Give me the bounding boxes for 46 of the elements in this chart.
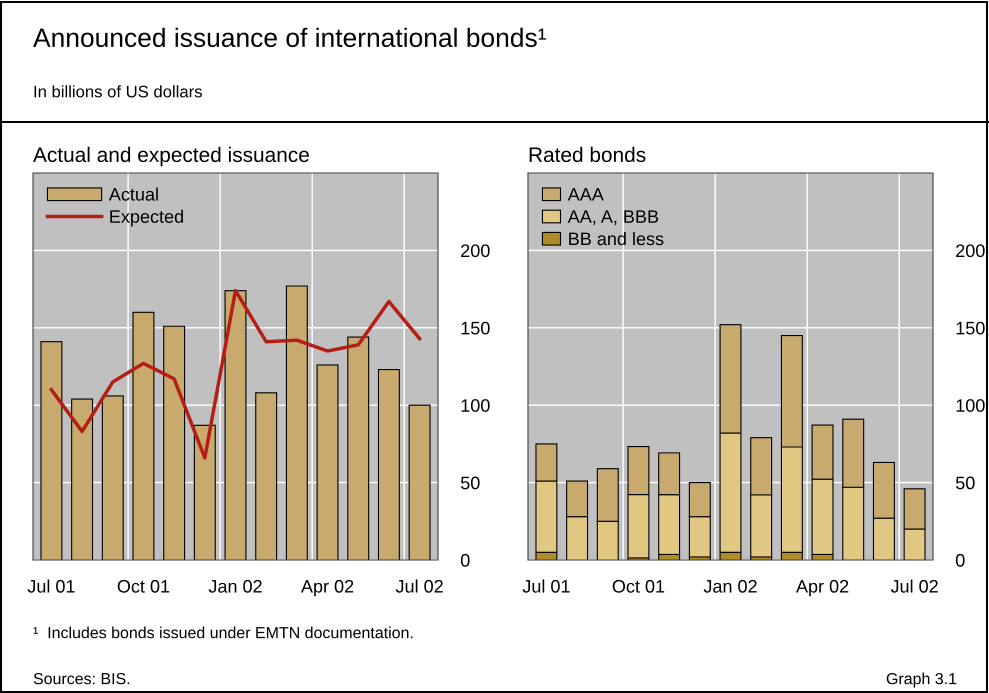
x-tick-label: Jul 02: [396, 579, 443, 593]
y-tick-label: 200: [461, 244, 490, 258]
legend-label: AAA: [568, 188, 604, 201]
source-note: Sources: BIS.: [34, 672, 130, 684]
bar: [163, 326, 186, 560]
legend-label: Expected: [110, 210, 183, 227]
text: ¹ Includes bonds issued under EMTN documentation.: [34, 626, 412, 638]
y-tick-label: 100: [462, 399, 490, 412]
x-tick-label: Jan 02: [208, 580, 262, 593]
x-tick-label: Oct 01: [118, 580, 170, 593]
x-tick-label: Apr 02: [300, 580, 354, 596]
line-series: [50, 288, 422, 460]
y-tick-label: 200: [956, 244, 985, 258]
x-tick-label: Apr 02: [796, 580, 848, 596]
bar: [194, 424, 216, 560]
bar: [378, 369, 400, 560]
y-tick-label: 50: [460, 476, 480, 490]
text: Announced issuance of international bonds¹: [33, 28, 546, 48]
bar: [132, 312, 154, 560]
bar: [347, 336, 370, 560]
legend-label: Actual: [108, 187, 158, 201]
y-tick-label: 100: [956, 399, 985, 412]
y-tick-label: 150: [462, 322, 490, 335]
x-tick-label: Jul 01: [522, 579, 570, 593]
bar: [224, 290, 246, 560]
x-tick-label: Jul 01: [28, 579, 75, 593]
y-tick-label: 50: [956, 476, 975, 490]
bar: [102, 395, 124, 560]
chart-title: Rated bonds: [530, 146, 646, 162]
bar: [71, 398, 94, 560]
y-tick-label: 0: [956, 554, 965, 567]
caption: Graph 3.1: [886, 672, 956, 688]
y-tick-label: 150: [956, 322, 985, 335]
bar: [40, 341, 62, 560]
x-tick-label: Jan 02: [704, 580, 757, 593]
y-tick-label: 0: [460, 554, 470, 567]
chart-title: Actual and expected issuance: [33, 146, 309, 166]
legend-label: AA, A, BBB: [568, 210, 658, 226]
text: In billions of US dollars: [34, 85, 202, 98]
bar: [286, 285, 308, 560]
x-tick-label: Jul 02: [890, 579, 938, 593]
bar: [255, 392, 278, 560]
bar: [316, 364, 339, 560]
x-tick-label: Oct 01: [612, 580, 664, 593]
bar: [408, 404, 431, 560]
legend-label: BB and less: [569, 232, 664, 246]
